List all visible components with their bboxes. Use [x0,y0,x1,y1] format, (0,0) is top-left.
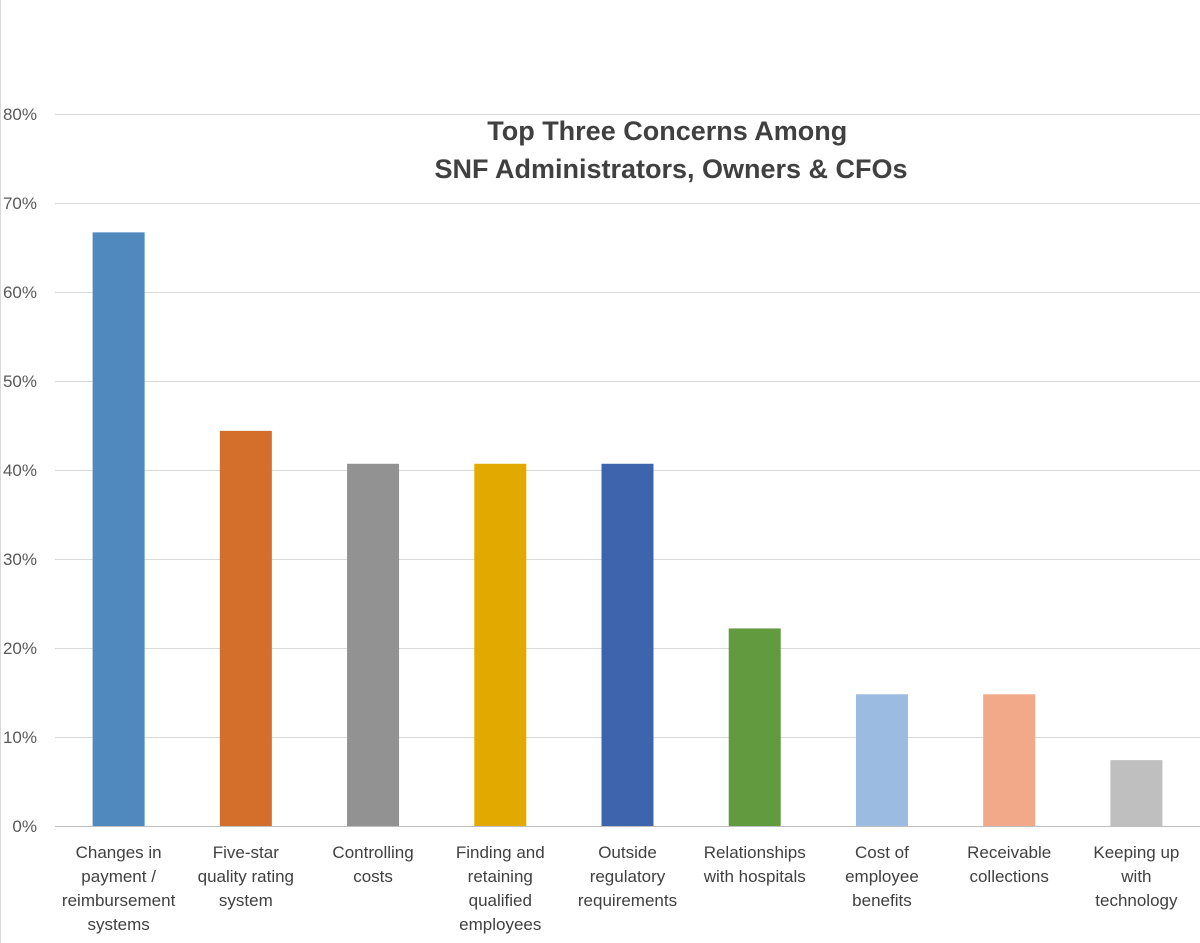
x-category-label: Finding and retaining qualified employees [456,843,545,934]
bar [983,694,1036,826]
x-category-label-line: retaining [468,867,533,886]
y-tick-label: 40% [3,461,37,480]
x-category-label-line: Five-star [213,843,279,862]
x-category-label: Controlling costs [332,843,413,886]
bar [474,463,527,826]
x-category-label-line: regulatory [590,867,666,886]
x-category-label-line: requirements [578,891,677,910]
bar [855,694,908,826]
x-category-label-line: Controlling [332,843,413,862]
bar [1110,760,1163,826]
x-category-label-line: costs [353,867,393,886]
x-category-label-line: Cost of [855,843,909,862]
y-tick-label: 20% [3,639,37,658]
x-category-label-line: collections [969,867,1048,886]
x-category-label: Five-star quality rating system [198,843,294,910]
y-tick-label: 30% [3,550,37,569]
x-category-label-line: system [219,891,273,910]
x-category-label-line: with [1120,867,1151,886]
x-category-label-line: systems [87,915,149,934]
x-category-label-line: Outside [598,843,657,862]
x-category-label-line: Finding and [456,843,545,862]
x-category-label-line: Changes in [76,843,162,862]
y-tick-label: 10% [3,728,37,747]
x-category-label-line: benefits [852,891,912,910]
x-category-label: Keeping up with technology [1093,843,1179,910]
x-category-label-line: qualified [469,891,532,910]
x-category-label: Relationships with hospitals [703,843,806,886]
bar [601,463,654,826]
y-tick-label: 0% [12,817,37,836]
bar [728,628,781,826]
y-tick-label: 50% [3,372,37,391]
x-category-label-line: reimbursement [62,891,176,910]
y-tick-label: 80% [3,105,37,124]
x-category-label-line: payment / [81,867,156,886]
x-category-label-line: Relationships [704,843,806,862]
bar [347,463,400,826]
x-category-label-line: Keeping up [1093,843,1179,862]
chart-title-line-2: SNF Administrators, Owners & CFOs [434,154,907,184]
chart-title-line-1: Top Three Concerns Among [487,116,847,146]
x-category-label-line: Receivable [967,843,1051,862]
x-category-label: Receivable collections [967,843,1051,886]
x-category-label-line: technology [1095,891,1178,910]
y-tick-label: 70% [3,194,37,213]
chart-title: Top Three Concerns Among SNF Administrat… [434,116,907,184]
x-category-label-line: quality rating [198,867,294,886]
x-category-label: Cost of employee benefits [845,843,919,910]
x-category-label-line: employee [845,867,919,886]
x-category-label: Changes in payment / reimbursement systems [62,843,176,934]
x-category-label: Outside regulatory requirements [578,843,677,910]
y-tick-label: 60% [3,283,37,302]
x-category-label-line: with hospitals [703,867,806,886]
bar [219,430,272,826]
bar [92,232,145,826]
x-category-label-line: employees [459,915,541,934]
